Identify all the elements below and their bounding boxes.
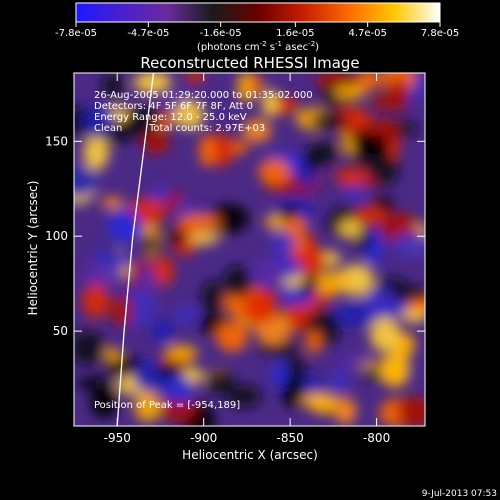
y-axis-ticks: 50 100 150	[45, 134, 425, 338]
colorbar-tick-label: -4.7e-05	[127, 28, 169, 39]
x-tick-label: -950	[104, 431, 131, 445]
x-axis-label: Heliocentric X (arcsec)	[182, 448, 318, 462]
chart-title: Reconstructed RHESSI Image	[140, 54, 359, 72]
colorbar-ticks	[75, 22, 441, 27]
annotation-total-counts: Total counts: 2.97E+03	[148, 123, 265, 134]
annotation-time-range: 26-Aug-2005 01:29:20.000 to 01:35:02.000	[94, 90, 313, 101]
annotation-detectors: Detectors: 4F 5F 6F 7F 8F, Att 0	[94, 101, 253, 112]
annotation-block: 26-Aug-2005 01:29:20.000 to 01:35:02.000…	[94, 90, 313, 134]
colorbar-tick-label: -1.6e-05	[200, 28, 242, 39]
solar-limb-line	[116, 73, 155, 426]
x-axis-ticks: -950 -900 -850 -800	[104, 73, 390, 445]
colorbar-tick-label: -7.8e-05	[55, 28, 97, 39]
colorbar-tick-label: 4.7e-05	[348, 28, 386, 39]
y-tick-label: 50	[53, 324, 68, 338]
colorbar: -7.8e-05 -4.7e-05 -1.6e-05 1.6e-05 4.7e-05 7.…	[55, 2, 459, 53]
y-tick-label: 150	[45, 134, 68, 148]
colorbar-gradient	[75, 2, 441, 23]
colorbar-units: (photons cm-2 s-1 asec-2)	[197, 40, 319, 53]
plot-frame	[73, 72, 426, 427]
peak-position-label: Position of Peak = [-954,189]	[94, 400, 240, 411]
annotation-energy-range: Energy Range: 12.0 - 25.0 keV	[94, 112, 247, 123]
x-tick-label: -900	[190, 431, 217, 445]
colorbar-tick-labels: -7.8e-05 -4.7e-05 -1.6e-05 1.6e-05 4.7e-05 7.…	[55, 28, 459, 39]
plot-area: -950 -900 -850 -800 50 100 150	[45, 72, 426, 445]
x-tick-label: -850	[277, 431, 304, 445]
y-axis-label: Heliocentric Y (arcsec)	[26, 181, 40, 316]
y-tick-label: 100	[45, 229, 68, 243]
x-tick-label: -800	[363, 431, 390, 445]
footer-timestamp: 9-Jul-2013 07:53	[422, 489, 497, 499]
annotation-method: Clean	[94, 123, 122, 134]
colorbar-tick-label: 7.8e-05	[421, 28, 459, 39]
colorbar-tick-label: 1.6e-05	[276, 28, 314, 39]
